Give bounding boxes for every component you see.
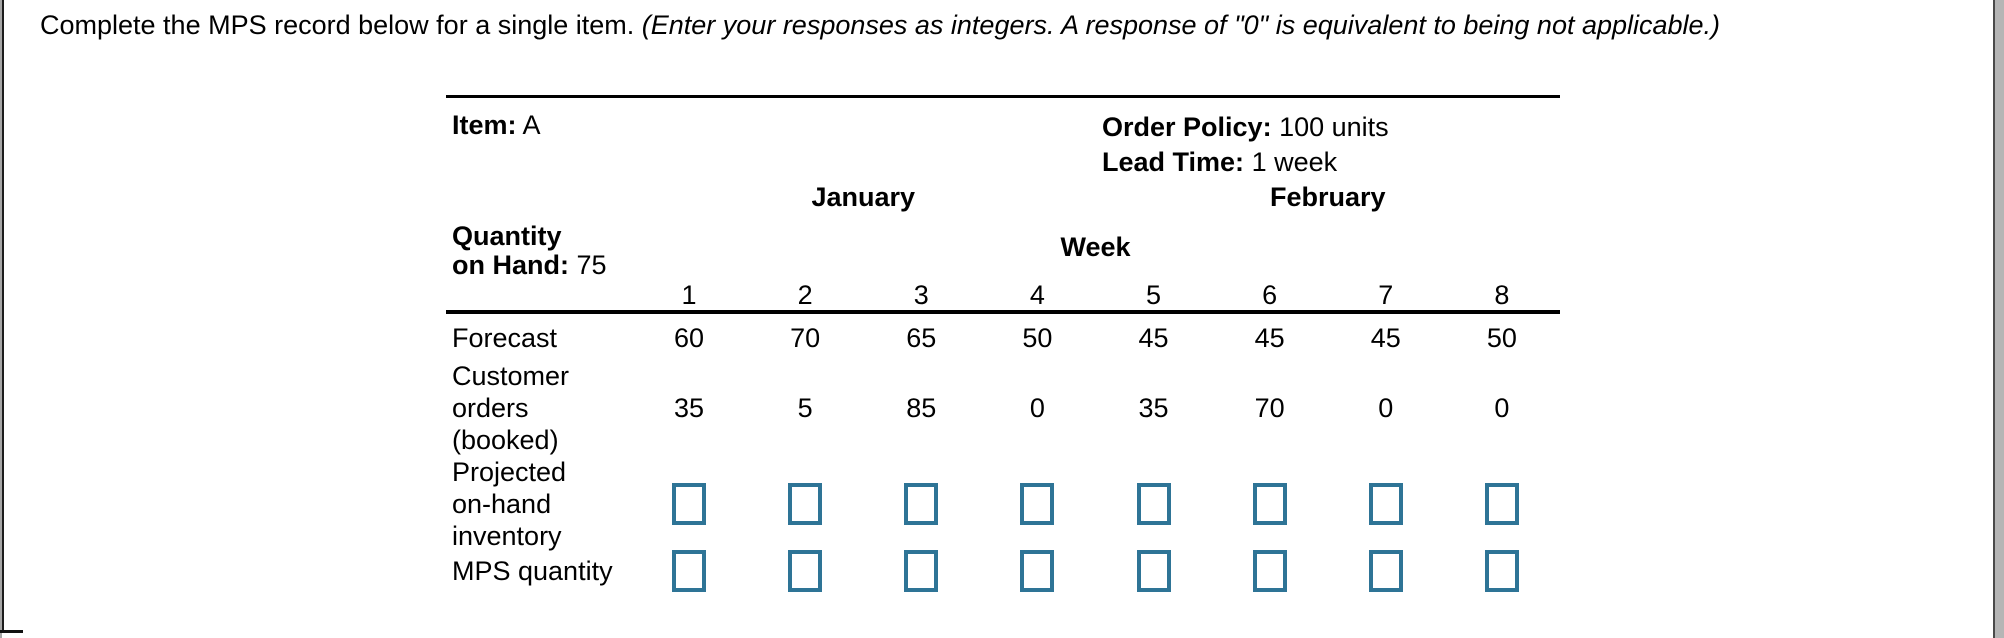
instruction-text: Complete the MPS record below for a sing… xyxy=(40,10,1960,40)
forecast-value-week-5: 45 xyxy=(1138,323,1169,353)
table-header-rule xyxy=(446,310,1560,314)
order-policy-label: Order Policy: xyxy=(1102,112,1272,142)
week-number-5: 5 xyxy=(1146,280,1162,310)
left-edge-outer xyxy=(0,0,2,638)
week-number-7: 7 xyxy=(1378,280,1394,310)
customer-orders-value-week-2: 5 xyxy=(797,393,813,423)
projected-inventory-input-week-4[interactable] xyxy=(1020,483,1055,525)
bottom-edge-border xyxy=(0,630,23,633)
customer-orders-value-week-6: 70 xyxy=(1254,393,1285,423)
policy-block: Order Policy: 100 units Lead Time: 1 wee… xyxy=(1102,110,1389,180)
customer-orders-value-week-4: 0 xyxy=(1029,393,1045,423)
mps-quantity-input-week-5[interactable] xyxy=(1136,550,1171,592)
item-field: Item: A xyxy=(446,110,1560,141)
right-edge-border xyxy=(1993,0,1995,638)
customer-orders-row: Customer orders (booked) 35 5 85 0 35 70… xyxy=(446,356,1560,456)
projected-inventory-input-week-3[interactable] xyxy=(904,483,939,525)
right-edge-track xyxy=(1995,0,2004,638)
projected-inventory-input-week-8[interactable] xyxy=(1484,483,1519,525)
customer-orders-value-week-7: 0 xyxy=(1378,393,1394,423)
item-value: A xyxy=(522,110,541,140)
mps-record-table: Item: A Order Policy: 100 units Lead Tim… xyxy=(446,95,1560,594)
projected-inventory-input-week-6[interactable] xyxy=(1252,483,1287,525)
order-policy-value: 100 units xyxy=(1279,112,1389,142)
table-top-rule xyxy=(446,95,1560,98)
customer-orders-value-week-1: 35 xyxy=(674,393,705,423)
forecast-row: Forecast 60 70 65 50 45 45 45 50 xyxy=(446,314,1560,356)
week-number-6: 6 xyxy=(1262,280,1278,310)
forecast-value-week-6: 45 xyxy=(1254,323,1285,353)
quantity-on-hand: Quantity on Hand: 75 xyxy=(446,215,631,280)
projected-inventory-input-week-7[interactable] xyxy=(1368,483,1403,525)
week-number-1: 1 xyxy=(681,280,697,310)
mps-quantity-input-week-1[interactable] xyxy=(672,550,707,592)
week-number-8: 8 xyxy=(1494,280,1510,310)
quantity-week-row: Quantity on Hand: 75 Week xyxy=(446,215,1560,280)
forecast-value-week-4: 50 xyxy=(1022,323,1053,353)
forecast-value-week-2: 70 xyxy=(790,323,821,353)
quantity-on-hand-value: 75 xyxy=(576,250,607,280)
forecast-value-week-3: 65 xyxy=(906,323,937,353)
forecast-value-week-8: 50 xyxy=(1486,323,1517,353)
week-number-3: 3 xyxy=(913,280,929,310)
mps-quantity-input-week-3[interactable] xyxy=(904,550,939,592)
record-header: Item: A Order Policy: 100 units Lead Tim… xyxy=(446,98,1560,183)
instruction-note: (Enter your responses as integers. A res… xyxy=(641,10,1721,40)
customer-orders-value-week-3: 85 xyxy=(906,393,937,423)
months-row: January February xyxy=(446,183,1560,215)
week-header: Week xyxy=(1060,232,1131,262)
week-number-4: 4 xyxy=(1029,280,1045,310)
forecast-value-week-7: 45 xyxy=(1370,323,1401,353)
quantity-on-hand-label-line1: Quantity xyxy=(452,221,562,251)
lead-time-line: Lead Time: 1 week xyxy=(1102,145,1389,180)
mps-quantity-input-week-7[interactable] xyxy=(1368,550,1403,592)
mps-quantity-input-week-2[interactable] xyxy=(788,550,823,592)
mps-quantity-row: MPS quantity xyxy=(446,548,1560,594)
projected-inventory-input-week-5[interactable] xyxy=(1136,483,1171,525)
lead-time-value: 1 week xyxy=(1251,147,1338,177)
customer-orders-value-week-8: 0 xyxy=(1494,393,1510,423)
lead-time-label: Lead Time: xyxy=(1102,147,1245,177)
row-label-forecast: Forecast xyxy=(452,323,558,353)
row-label-customer-orders: Customer orders (booked) xyxy=(452,361,570,455)
month-january: January xyxy=(811,182,916,212)
week-numbers-row: 1 2 3 4 5 6 7 8 xyxy=(446,280,1560,310)
quantity-on-hand-label-line2: on Hand: xyxy=(452,250,569,280)
projected-inventory-row: Projected on-hand inventory xyxy=(446,456,1560,551)
row-label-projected-inventory: Projected on-hand inventory xyxy=(452,457,567,551)
mps-quantity-input-week-8[interactable] xyxy=(1484,550,1519,592)
item-label: Item: xyxy=(452,110,517,140)
order-policy-line: Order Policy: 100 units xyxy=(1102,110,1389,145)
week-number-2: 2 xyxy=(797,280,813,310)
instruction-main: Complete the MPS record below for a sing… xyxy=(40,10,642,40)
mps-quantity-input-week-6[interactable] xyxy=(1252,550,1287,592)
projected-inventory-input-week-1[interactable] xyxy=(672,483,707,525)
mps-quantity-input-week-4[interactable] xyxy=(1020,550,1055,592)
customer-orders-value-week-5: 35 xyxy=(1138,393,1169,423)
month-february: February xyxy=(1269,182,1386,212)
row-label-mps-quantity: MPS quantity xyxy=(452,556,613,586)
projected-inventory-input-week-2[interactable] xyxy=(788,483,823,525)
left-edge-border xyxy=(2,0,4,632)
forecast-value-week-1: 60 xyxy=(674,323,705,353)
